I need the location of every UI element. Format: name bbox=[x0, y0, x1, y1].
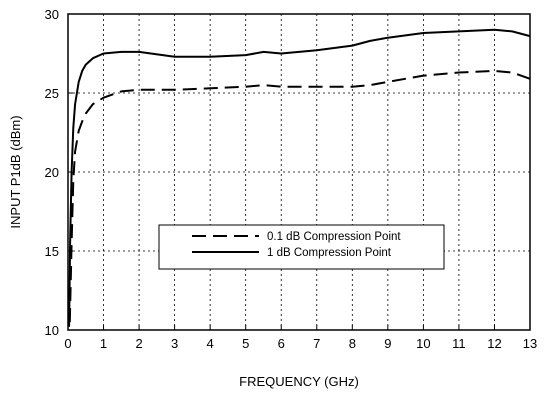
x-tick-label: 9 bbox=[384, 336, 391, 351]
x-tick-label: 2 bbox=[135, 336, 142, 351]
y-tick-label: 30 bbox=[45, 7, 59, 22]
x-tick-label: 6 bbox=[278, 336, 285, 351]
series-lines bbox=[68, 28, 531, 327]
x-tick-label: 0 bbox=[64, 336, 71, 351]
x-tick-label: 4 bbox=[207, 336, 214, 351]
y-tick-label: 25 bbox=[45, 86, 59, 101]
y-tick-label: 15 bbox=[45, 244, 59, 259]
y-tick-label: 10 bbox=[45, 323, 59, 338]
legend: 0.1 dB Compression Point 1 dB Compressio… bbox=[158, 224, 445, 270]
x-tick-label: 10 bbox=[416, 336, 430, 351]
series-line-1 bbox=[68, 28, 531, 327]
legend-label-0: 0.1 dB Compression Point bbox=[267, 231, 401, 243]
x-tick-label: 8 bbox=[349, 336, 356, 351]
x-tick-label: 1 bbox=[100, 336, 107, 351]
series-line-0 bbox=[68, 69, 531, 323]
y-axis-label: INPUT P1dB (dBm) bbox=[8, 115, 23, 228]
x-tick-label: 11 bbox=[452, 336, 466, 351]
legend-label-1: 1 dB Compression Point bbox=[267, 247, 392, 259]
x-tick-label: 7 bbox=[313, 336, 320, 351]
y-tick-label: 20 bbox=[45, 165, 59, 180]
grid bbox=[68, 14, 530, 330]
x-tick-label: 5 bbox=[242, 336, 249, 351]
x-tick-label: 3 bbox=[171, 336, 178, 351]
x-tick-label: 13 bbox=[523, 336, 537, 351]
legend-box bbox=[158, 224, 445, 270]
x-axis-label: FREQUENCY (GHz) bbox=[239, 374, 359, 389]
x-tick-label: 12 bbox=[487, 336, 501, 351]
